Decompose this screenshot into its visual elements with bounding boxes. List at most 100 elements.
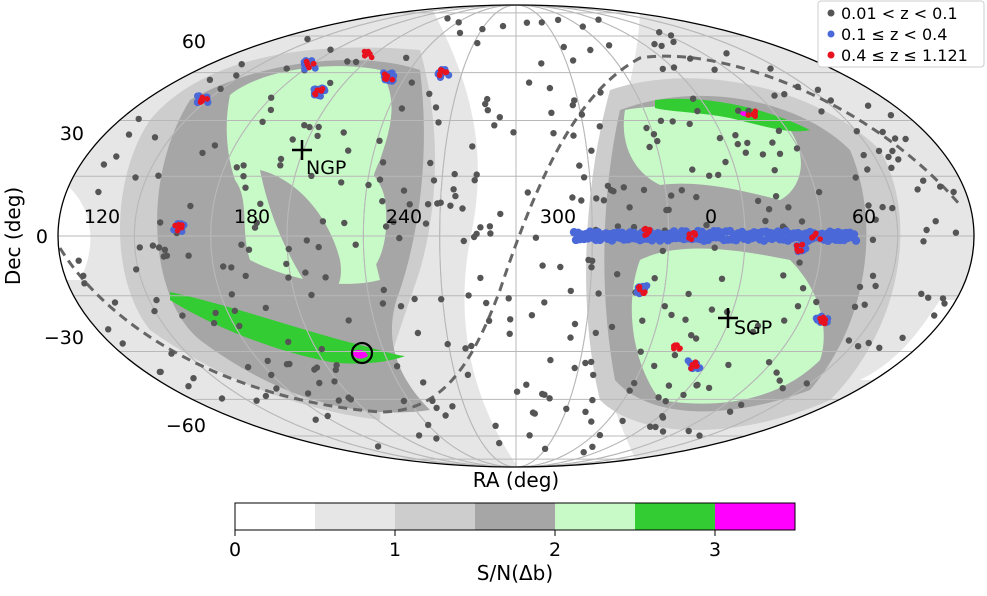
point-low-z [813, 298, 820, 306]
point-low-z [313, 364, 321, 371]
point-low-z [153, 296, 160, 304]
snr-region-magenta-1 [352, 349, 368, 359]
point-low-z [861, 301, 868, 308]
point-low-z [506, 330, 513, 337]
point-low-z [658, 42, 665, 50]
sky-boundary [57, 4, 975, 468]
point-low-z [595, 16, 602, 23]
point-low-z [651, 275, 658, 282]
point-low-z [796, 259, 803, 266]
point-low-z [285, 338, 292, 346]
point-low-z [460, 237, 467, 245]
point-low-z [655, 394, 662, 401]
point-low-z [303, 237, 310, 244]
point-low-z [304, 390, 312, 397]
dec-tick-minus60: −60 [166, 415, 206, 437]
point-high-z [436, 71, 443, 77]
point-low-z [769, 139, 776, 146]
point-high-z [389, 76, 396, 83]
point-low-z [111, 299, 119, 306]
ra-tick-180: 180 [234, 206, 270, 228]
point-low-z [156, 368, 163, 376]
point-low-z [889, 204, 896, 212]
colorbar-bin-4 [555, 503, 635, 530]
legend-label-low-z: 0.01 < z < 0.1 [841, 4, 958, 23]
point-low-z [914, 186, 921, 193]
point-high-z [174, 227, 181, 234]
point-low-z [302, 269, 309, 276]
point-low-z [889, 147, 896, 155]
point-low-z [283, 260, 290, 268]
ra-tick-240: 240 [386, 206, 422, 228]
point-low-z [81, 280, 88, 287]
point-low-z [497, 210, 504, 218]
point-low-z [462, 345, 469, 352]
point-low-z [689, 95, 697, 102]
point-low-z [80, 272, 87, 279]
point-low-z [856, 283, 864, 291]
point-high-z [172, 222, 178, 229]
point-high-z [204, 96, 210, 102]
point-low-z [267, 106, 275, 114]
point-low-z [414, 329, 422, 337]
point-low-z [228, 264, 235, 271]
point-low-z [659, 428, 667, 435]
point-low-z [891, 135, 899, 142]
point-low-z [426, 90, 433, 98]
point-low-z [95, 188, 102, 196]
point-low-z [563, 405, 570, 412]
point-low-z [715, 171, 722, 179]
colorbar-tick-label: 1 [389, 539, 401, 561]
point-high-z [692, 363, 699, 370]
point-low-z [345, 147, 352, 154]
point-low-z [531, 410, 538, 417]
dec-tick-0: 0 [36, 226, 48, 248]
point-low-z [304, 35, 311, 43]
point-low-z [579, 23, 586, 30]
point-low-z [794, 83, 801, 91]
point-low-z [217, 85, 224, 93]
point-low-z [264, 357, 271, 365]
point-low-z [771, 92, 778, 99]
point-low-z [765, 206, 773, 213]
point-low-z [630, 223, 638, 231]
point-low-z [798, 218, 806, 225]
point-low-z [735, 107, 742, 114]
point-low-z [920, 177, 927, 184]
colorbar-bin-6 [715, 503, 795, 530]
point-low-z [852, 174, 859, 181]
point-low-z [578, 111, 586, 118]
point-low-z [105, 326, 112, 333]
legend-box [817, 0, 985, 68]
point-low-z [231, 307, 238, 314]
point-low-z [199, 149, 206, 157]
point-low-z [685, 290, 692, 298]
point-low-z [541, 299, 548, 306]
highlight-circle [350, 341, 374, 365]
colorbar-bin-2 [395, 503, 475, 530]
point-low-z [316, 379, 323, 387]
snr-region-green2-upper-band [655, 98, 810, 132]
point-low-z [780, 272, 787, 279]
point-low-z [450, 186, 457, 193]
point-low-z [398, 105, 406, 112]
point-low-z [524, 189, 531, 196]
point-low-z [872, 216, 879, 223]
point-low-z [262, 304, 269, 312]
point-low-z [427, 159, 434, 167]
point-low-z [654, 137, 661, 145]
point-low-z [845, 337, 853, 344]
legend-marker-high-z [827, 51, 835, 59]
point-low-z [479, 25, 486, 33]
point-low-z [240, 173, 247, 180]
point-low-z [923, 226, 930, 234]
colorbar-bin-1 [315, 503, 395, 530]
point-high-z [809, 235, 815, 241]
point-low-z [865, 202, 872, 209]
point-low-z [864, 166, 871, 173]
point-low-z [772, 193, 780, 200]
point-low-z [620, 184, 627, 191]
point-low-z [670, 64, 678, 71]
point-low-z [580, 449, 587, 456]
point-low-z [168, 350, 175, 357]
